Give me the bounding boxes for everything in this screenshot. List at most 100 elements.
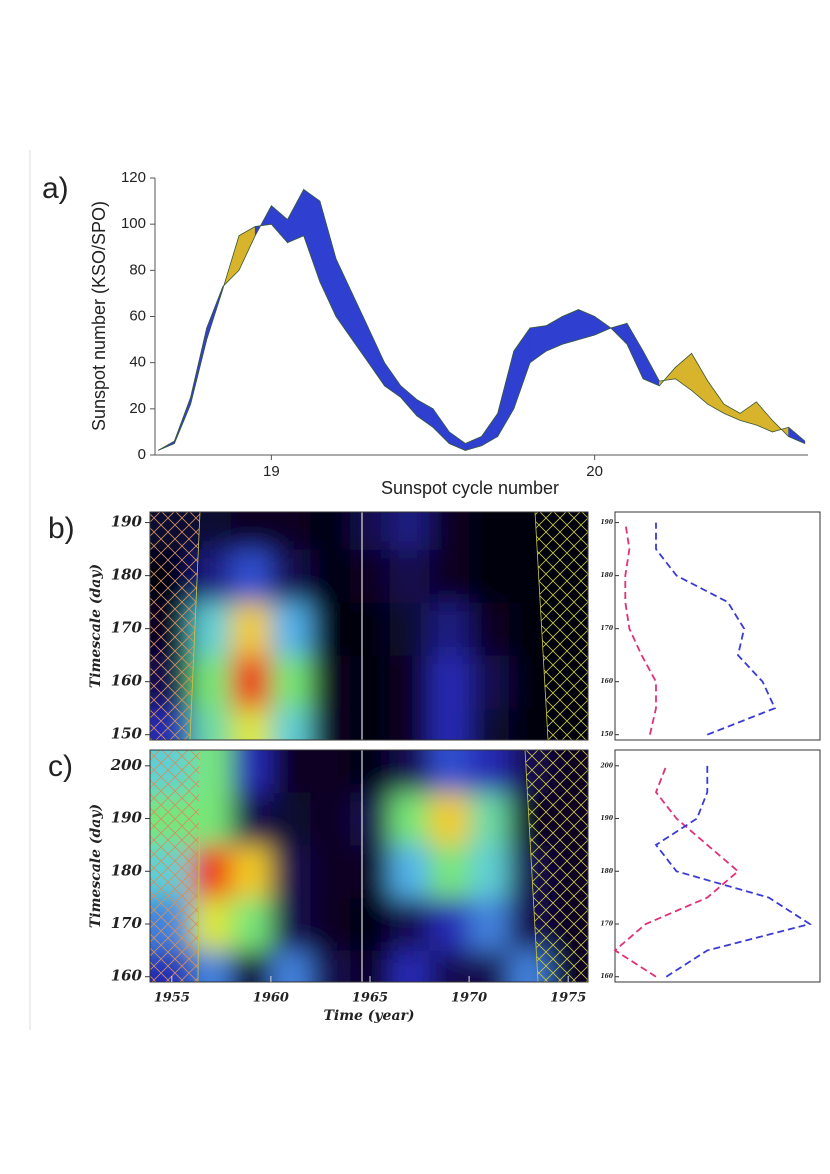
band-segment	[561, 309, 579, 345]
series-line	[158, 223, 805, 451]
y-tick-label: 0	[138, 446, 146, 463]
x-tick-label: 1955	[154, 991, 190, 1006]
heat-cell	[389, 708, 430, 740]
band-segment	[578, 309, 595, 340]
cone-of-influence	[534, 512, 588, 740]
heat-cell	[429, 549, 470, 603]
x-tick-label: 1960	[253, 991, 289, 1006]
heat-cell	[429, 897, 470, 951]
heat-cell	[231, 512, 272, 550]
heat-cell	[389, 792, 430, 846]
heat-cell	[469, 655, 510, 709]
heat-cell	[469, 897, 510, 951]
profile-y-tick-label: 160	[600, 973, 613, 980]
profile-y-tick-label: 170	[600, 921, 613, 928]
band-segment	[448, 431, 466, 451]
heat-cell	[310, 655, 351, 709]
x-tick-label: 20	[586, 463, 603, 480]
band-segment	[497, 351, 515, 438]
heat-cell	[191, 602, 232, 656]
heat-cell	[429, 655, 470, 709]
panel-label: c)	[48, 750, 73, 783]
band-segment	[400, 385, 418, 417]
heat-cell	[270, 602, 312, 656]
heat-cell	[469, 750, 510, 793]
y-tick-label: 190	[111, 513, 143, 531]
heat-cell	[350, 708, 391, 740]
heat-cell	[350, 844, 391, 899]
band-segment	[351, 293, 369, 364]
x-axis-label: Sunspot cycle number	[381, 478, 559, 498]
heat-cell	[429, 708, 470, 740]
heat-cell	[350, 602, 391, 656]
heat-cell	[231, 655, 272, 709]
profile-line	[654, 765, 813, 978]
heat-cell	[389, 950, 430, 982]
heat-cell	[231, 549, 272, 603]
heat-cell	[270, 950, 312, 982]
heat-cell	[270, 897, 312, 951]
y-tick-label: 200	[110, 756, 143, 774]
heat-cell	[469, 602, 510, 656]
y-tick-label: 20	[129, 400, 146, 417]
profile-y-tick-label: 190	[600, 815, 613, 822]
y-tick-label: 170	[111, 914, 143, 932]
heat-cell	[270, 750, 312, 793]
heat-cell	[429, 950, 470, 982]
y-tick-label: 120	[121, 169, 146, 186]
plot-frame	[149, 749, 589, 983]
x-tick-label: 1975	[550, 991, 586, 1006]
y-tick-label: 190	[111, 809, 143, 827]
heat-cell	[350, 792, 391, 846]
x-tick-label: 1970	[451, 991, 487, 1006]
band-segment	[594, 315, 612, 336]
y-tick-label: 100	[121, 215, 146, 232]
band-segment	[545, 315, 563, 352]
heat-cell	[231, 897, 272, 951]
heat-cell	[350, 549, 391, 603]
heat-cell	[508, 708, 549, 740]
heatmap	[150, 512, 588, 740]
heat-cell	[310, 897, 351, 951]
x-tick-label: 1965	[352, 991, 388, 1006]
heat-cell	[231, 602, 272, 656]
heat-cell	[469, 792, 510, 846]
heat-cell	[310, 602, 351, 656]
heat-cell	[191, 708, 232, 740]
heat-cell	[231, 792, 272, 846]
heat-cell	[389, 844, 430, 899]
profile-y-tick-label: 170	[600, 625, 613, 632]
y-tick-label: 170	[111, 619, 143, 637]
y-axis-label: Timescale (day)	[88, 804, 104, 928]
band-segment	[610, 323, 628, 345]
profile-y-tick-label: 150	[600, 731, 613, 738]
y-tick-label: 80	[129, 261, 146, 278]
x-axis-label: Time (year)	[323, 1008, 414, 1024]
y-tick-label: 150	[111, 725, 143, 743]
heat-cell	[350, 897, 391, 951]
band-segment	[755, 401, 773, 433]
profile-y-tick-label: 180	[600, 572, 613, 579]
heat-cell	[389, 512, 430, 550]
profile-line	[613, 765, 740, 978]
y-tick-label: 60	[129, 307, 146, 324]
band-segment	[287, 189, 305, 244]
y-tick-label: 40	[129, 354, 146, 371]
heat-cell	[469, 512, 510, 550]
heat-cell	[310, 512, 351, 550]
cone-of-influence	[150, 512, 201, 740]
heat-cell	[270, 512, 312, 550]
heat-cell	[469, 549, 510, 603]
heat-cell	[429, 792, 470, 846]
y-tick-label: 160	[111, 967, 143, 985]
heat-cell	[310, 950, 351, 982]
heat-cell	[469, 708, 510, 740]
heat-cell	[389, 655, 430, 709]
heatmap	[150, 750, 588, 982]
profile-line	[624, 522, 657, 735]
heat-cell	[231, 844, 272, 899]
profile-frame	[614, 749, 821, 983]
profile-y-tick-label: 160	[600, 678, 613, 685]
y-axis-label: Timescale (day)	[88, 564, 104, 688]
heat-cell	[350, 512, 391, 550]
